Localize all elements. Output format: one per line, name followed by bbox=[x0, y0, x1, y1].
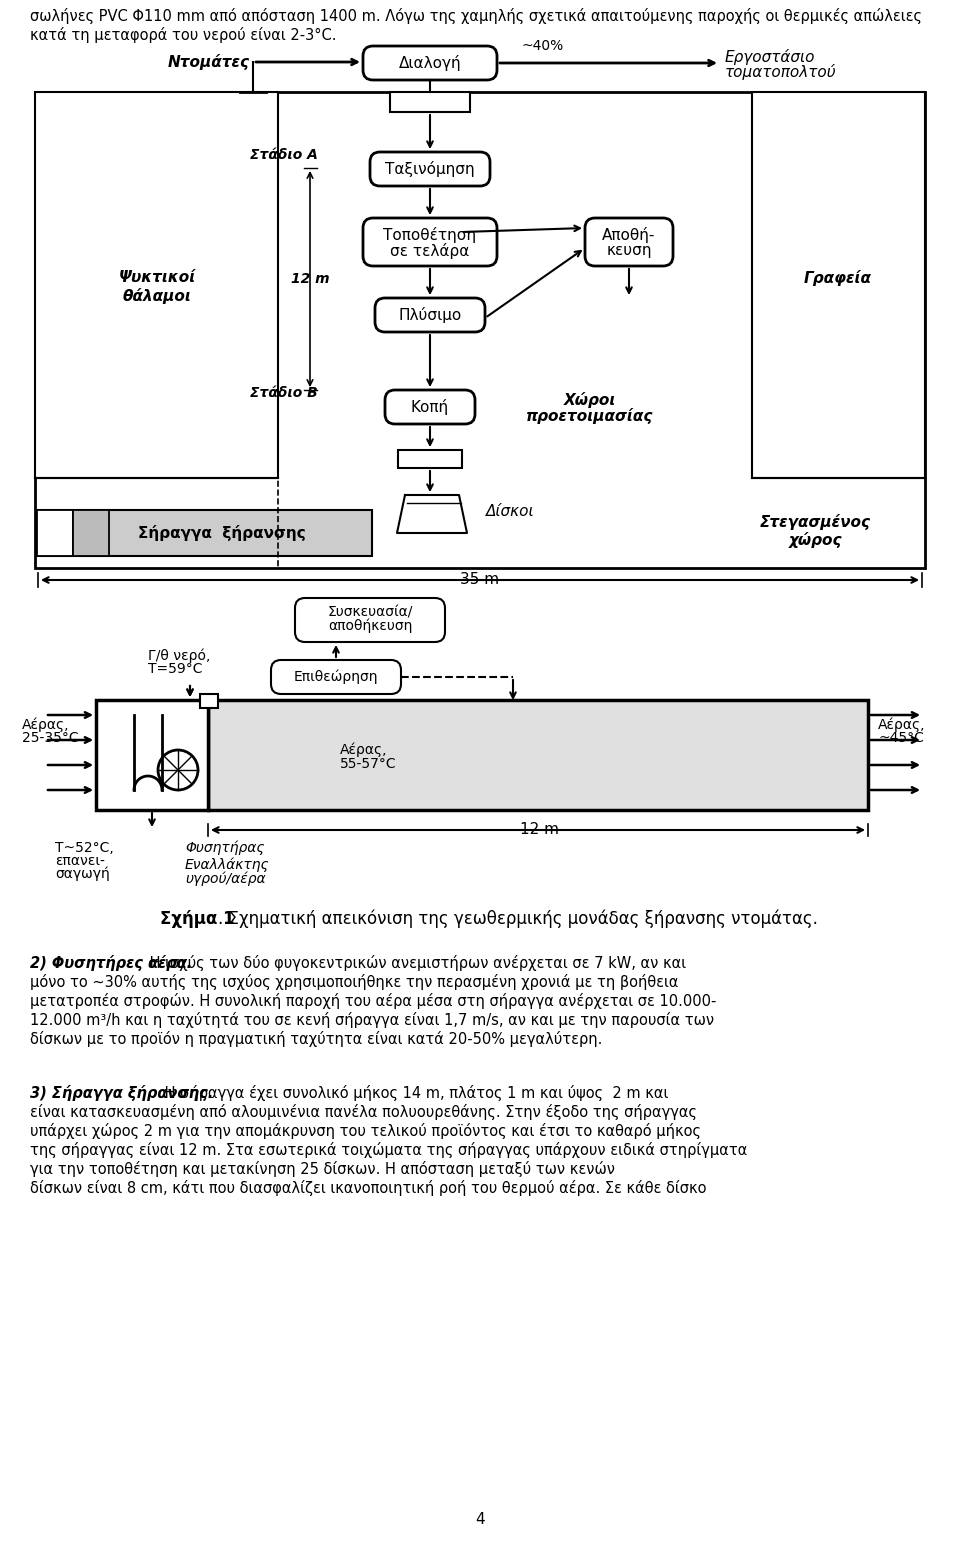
Text: υπάρχει χώρος 2 m για την απομάκρυνση του τελικού προϊόντος και έτσι το καθαρό μ: υπάρχει χώρος 2 m για την απομάκρυνση το… bbox=[30, 1123, 701, 1139]
Bar bbox=[390, 93, 470, 113]
Bar bbox=[35, 93, 925, 568]
Bar bbox=[37, 511, 372, 555]
Text: T=59°C: T=59°C bbox=[148, 662, 203, 676]
Text: Η σήραγγα έχει συνολικό μήκος 14 m, πλάτος 1 m και ύψος  2 m και: Η σήραγγα έχει συνολικό μήκος 14 m, πλάτ… bbox=[160, 1085, 668, 1102]
Text: μόνο το ~30% αυτής της ισχύος χρησιμοποιήθηκε την περασμένη χρονιά με τη βοήθεια: μόνο το ~30% αυτής της ισχύος χρησιμοποι… bbox=[30, 974, 679, 991]
Text: χώρος: χώρος bbox=[788, 532, 842, 548]
Text: κευση: κευση bbox=[607, 244, 652, 259]
Text: 3) Σήραγγα ξήρανσης.: 3) Σήραγγα ξήρανσης. bbox=[30, 1085, 213, 1102]
Text: Στεγασμένος: Στεγασμένος bbox=[759, 514, 871, 529]
Text: Δίσκοι: Δίσκοι bbox=[486, 505, 535, 520]
Text: δίσκων με το προϊόν η πραγματική ταχύτητα είναι κατά 20-50% μεγαλύτερη.: δίσκων με το προϊόν η πραγματική ταχύτητ… bbox=[30, 1031, 602, 1048]
Text: Επιθεώρηση: Επιθεώρηση bbox=[294, 670, 378, 684]
Bar bbox=[200, 694, 218, 708]
Text: για την τοποθέτηση και μετακίνηση 25 δίσκων. Η απόσταση μεταξύ των κενών: για την τοποθέτηση και μετακίνηση 25 δίσ… bbox=[30, 1160, 615, 1177]
FancyBboxPatch shape bbox=[271, 660, 401, 694]
Text: Σήραγγα  ξήρανσης: Σήραγγα ξήρανσης bbox=[138, 525, 306, 542]
Text: δίσκων είναι 8 cm, κάτι που διασφαλίζει ικανοποιητική ροή του θερμού αέρα. Σε κά: δίσκων είναι 8 cm, κάτι που διασφαλίζει … bbox=[30, 1180, 707, 1196]
Text: Κοπή: Κοπή bbox=[411, 400, 449, 415]
Bar bbox=[96, 701, 208, 810]
Text: Ψυκτικοί: Ψυκτικοί bbox=[118, 270, 196, 285]
Text: T~52°C,: T~52°C, bbox=[55, 841, 113, 855]
Text: Η ισχύς των δύο φυγοκεντρικών ανεμιστήρων ανέρχεται σε 7 kW, αν και: Η ισχύς των δύο φυγοκεντρικών ανεμιστήρω… bbox=[145, 955, 686, 971]
FancyBboxPatch shape bbox=[370, 153, 490, 187]
Text: 35 m: 35 m bbox=[461, 572, 499, 588]
Text: Γραφεία: Γραφεία bbox=[804, 270, 872, 285]
Text: είναι κατασκευασμένη από αλουμινένια πανέλα πολυουρεθάνης. Στην έξοδο της σήραγγ: είναι κατασκευασμένη από αλουμινένια παν… bbox=[30, 1103, 697, 1120]
Bar bbox=[398, 451, 462, 468]
Text: Τοποθέτηση: Τοποθέτηση bbox=[383, 227, 476, 242]
FancyBboxPatch shape bbox=[363, 46, 497, 80]
Text: Αέρας,: Αέρας, bbox=[878, 717, 925, 733]
Bar bbox=[208, 701, 868, 810]
Polygon shape bbox=[397, 495, 467, 532]
FancyBboxPatch shape bbox=[295, 599, 445, 642]
Text: θάλαμοι: θάλαμοι bbox=[123, 289, 191, 304]
Text: Εναλλάκτης: Εναλλάκτης bbox=[185, 858, 270, 872]
Text: Γ/θ νερό,: Γ/θ νερό, bbox=[148, 648, 210, 663]
Text: προετοιμασίας: προετοιμασίας bbox=[526, 407, 654, 424]
Text: 55-57°C: 55-57°C bbox=[340, 758, 396, 772]
Text: Πλύσιμο: Πλύσιμο bbox=[398, 307, 462, 322]
Text: της σήραγγας είναι 12 m. Στα εσωτερικά τοιχώματα της σήραγγας υπάρχουν ειδικά στ: της σήραγγας είναι 12 m. Στα εσωτερικά τ… bbox=[30, 1142, 748, 1157]
Text: μετατροπέα στροφών. Η συνολική παροχή του αέρα μέσα στη σήραγγα ανέρχεται σε 10.: μετατροπέα στροφών. Η συνολική παροχή το… bbox=[30, 994, 716, 1009]
Text: Εργοστάσιο: Εργοστάσιο bbox=[725, 49, 815, 65]
Text: τοματοπολτού: τοματοπολτού bbox=[725, 63, 836, 80]
Text: Στάδιο Β: Στάδιο Β bbox=[251, 386, 318, 400]
Bar bbox=[35, 93, 278, 478]
Text: Ντομάτες: Ντομάτες bbox=[168, 54, 250, 69]
FancyBboxPatch shape bbox=[363, 218, 497, 265]
Text: σε τελάρα: σε τελάρα bbox=[391, 242, 469, 259]
Text: Σχήμα 1: Σχήμα 1 bbox=[160, 910, 234, 927]
Text: Ταξινόμηση: Ταξινόμηση bbox=[385, 160, 475, 177]
Text: επανει-: επανει- bbox=[55, 853, 105, 869]
Text: Χώροι: Χώροι bbox=[564, 392, 616, 407]
Text: αποθήκευση: αποθήκευση bbox=[327, 619, 412, 633]
Text: ~45°C: ~45°C bbox=[878, 731, 924, 745]
Text: 2) Φυσητήρες αέρα.: 2) Φυσητήρες αέρα. bbox=[30, 955, 192, 971]
Text: 4: 4 bbox=[475, 1512, 485, 1528]
Bar bbox=[37, 511, 73, 555]
Text: Στάδιο Α: Στάδιο Α bbox=[251, 148, 318, 162]
Text: 12 m: 12 m bbox=[291, 272, 329, 285]
FancyBboxPatch shape bbox=[385, 390, 475, 424]
Text: 12 m: 12 m bbox=[520, 822, 560, 838]
Text: 12.000 m³/h και η ταχύτητά του σε κενή σήραγγα είναι 1,7 m/s, αν και με την παρο: 12.000 m³/h και η ταχύτητά του σε κενή σ… bbox=[30, 1012, 714, 1028]
Text: Συσκευασία/: Συσκευασία/ bbox=[327, 605, 413, 619]
Text: . Σχηματική απεικόνιση της γεωθερμικής μονάδας ξήρανσης ντομάτας.: . Σχηματική απεικόνιση της γεωθερμικής μ… bbox=[218, 910, 818, 929]
Text: Διαλογή: Διαλογή bbox=[398, 56, 462, 71]
Text: Αέρας,: Αέρας, bbox=[340, 742, 388, 758]
Text: υγρού/αέρα: υγρού/αέρα bbox=[185, 872, 266, 886]
Text: 25-35°C: 25-35°C bbox=[22, 731, 79, 745]
Text: ~40%: ~40% bbox=[522, 39, 564, 52]
FancyBboxPatch shape bbox=[375, 298, 485, 332]
Text: σαγωγή: σαγωγή bbox=[55, 867, 109, 881]
FancyBboxPatch shape bbox=[585, 218, 673, 265]
Text: Αποθή-: Αποθή- bbox=[602, 227, 656, 242]
Text: Φυσητήρας: Φυσητήρας bbox=[185, 841, 265, 855]
Text: σωλήνες PVC Φ110 mm από απόσταση 1400 m. Λόγω της χαμηλής σχετικά απαιτούμενης π: σωλήνες PVC Φ110 mm από απόσταση 1400 m.… bbox=[30, 8, 922, 43]
Text: Αέρας,: Αέρας, bbox=[22, 717, 69, 733]
Bar bbox=[73, 511, 109, 555]
Bar bbox=[752, 93, 925, 478]
